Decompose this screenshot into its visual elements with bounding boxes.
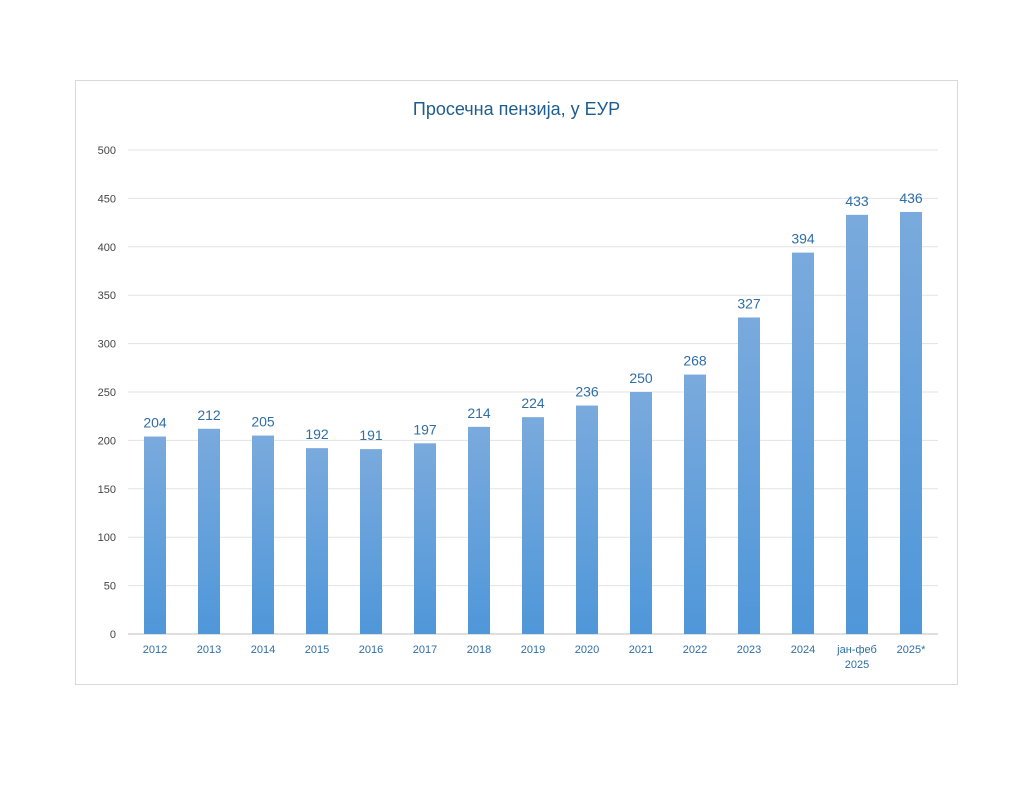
bar <box>306 448 328 634</box>
data-label: 224 <box>521 395 545 411</box>
x-tick-label: 2019 <box>521 644 545 656</box>
bar <box>360 449 382 634</box>
y-tick-label: 400 <box>98 242 116 254</box>
bar <box>198 428 220 634</box>
data-label: 212 <box>197 407 221 423</box>
chart-title: Просечна пензија, у ЕУР <box>412 99 621 119</box>
x-tick-label: 2014 <box>251 644 275 656</box>
x-tick-label: 2018 <box>467 644 491 656</box>
x-tick-label: 2022 <box>683 644 707 656</box>
x-tick-label: јан-феб 2025 <box>836 644 877 671</box>
y-tick-label: 50 <box>104 581 116 593</box>
bar <box>252 435 274 634</box>
y-tick-label: 250 <box>98 387 116 399</box>
y-tick-label: 500 <box>98 145 116 157</box>
x-tick-label: 2025* <box>897 644 926 656</box>
x-tick-label: 2015 <box>305 644 329 656</box>
bar <box>414 443 436 634</box>
x-tick-label: 2017 <box>413 644 437 656</box>
bar <box>468 426 490 634</box>
chart-frame: Просечна пензија, у ЕУР 0 50 100 150 200 250 3… <box>75 80 958 685</box>
y-tick-label: 150 <box>98 484 116 496</box>
bar <box>144 436 166 634</box>
y-tick-label: 450 <box>98 193 116 205</box>
bar <box>846 214 868 634</box>
bar-chart: 0 50 100 150 200 250 300 350 400 450 500 204 2012 21… <box>98 145 938 671</box>
y-tick-label: 0 <box>110 629 116 641</box>
x-tick-label: 2012 <box>143 644 167 656</box>
data-label: 250 <box>629 370 653 386</box>
x-tick-label: 2013 <box>197 644 221 656</box>
data-label: 394 <box>791 231 815 247</box>
data-label: 197 <box>413 421 437 437</box>
bar <box>684 374 706 634</box>
bar <box>630 392 652 634</box>
data-label: 436 <box>899 190 923 206</box>
x-tick-label: 2021 <box>629 644 653 656</box>
data-label: 236 <box>575 384 599 400</box>
x-tick-label: 2023 <box>737 644 761 656</box>
data-label: 192 <box>305 426 329 442</box>
bar <box>792 252 814 634</box>
bar <box>738 317 760 634</box>
data-label: 433 <box>845 193 869 209</box>
bar <box>576 405 598 634</box>
bar <box>900 211 922 634</box>
data-label: 327 <box>737 295 761 311</box>
y-tick-label: 300 <box>98 339 116 351</box>
y-tick-label: 350 <box>98 290 116 302</box>
data-label: 204 <box>143 415 167 431</box>
bar <box>522 417 544 634</box>
data-label: 205 <box>251 414 275 430</box>
x-tick-label: 2024 <box>791 644 815 656</box>
data-label: 268 <box>683 353 707 369</box>
x-tick-label: 2016 <box>359 644 383 656</box>
y-tick-label: 200 <box>98 435 116 447</box>
x-tick-label: 2020 <box>575 644 599 656</box>
y-tick-label: 100 <box>98 532 116 544</box>
data-label: 214 <box>467 405 491 421</box>
data-label: 191 <box>359 427 383 443</box>
